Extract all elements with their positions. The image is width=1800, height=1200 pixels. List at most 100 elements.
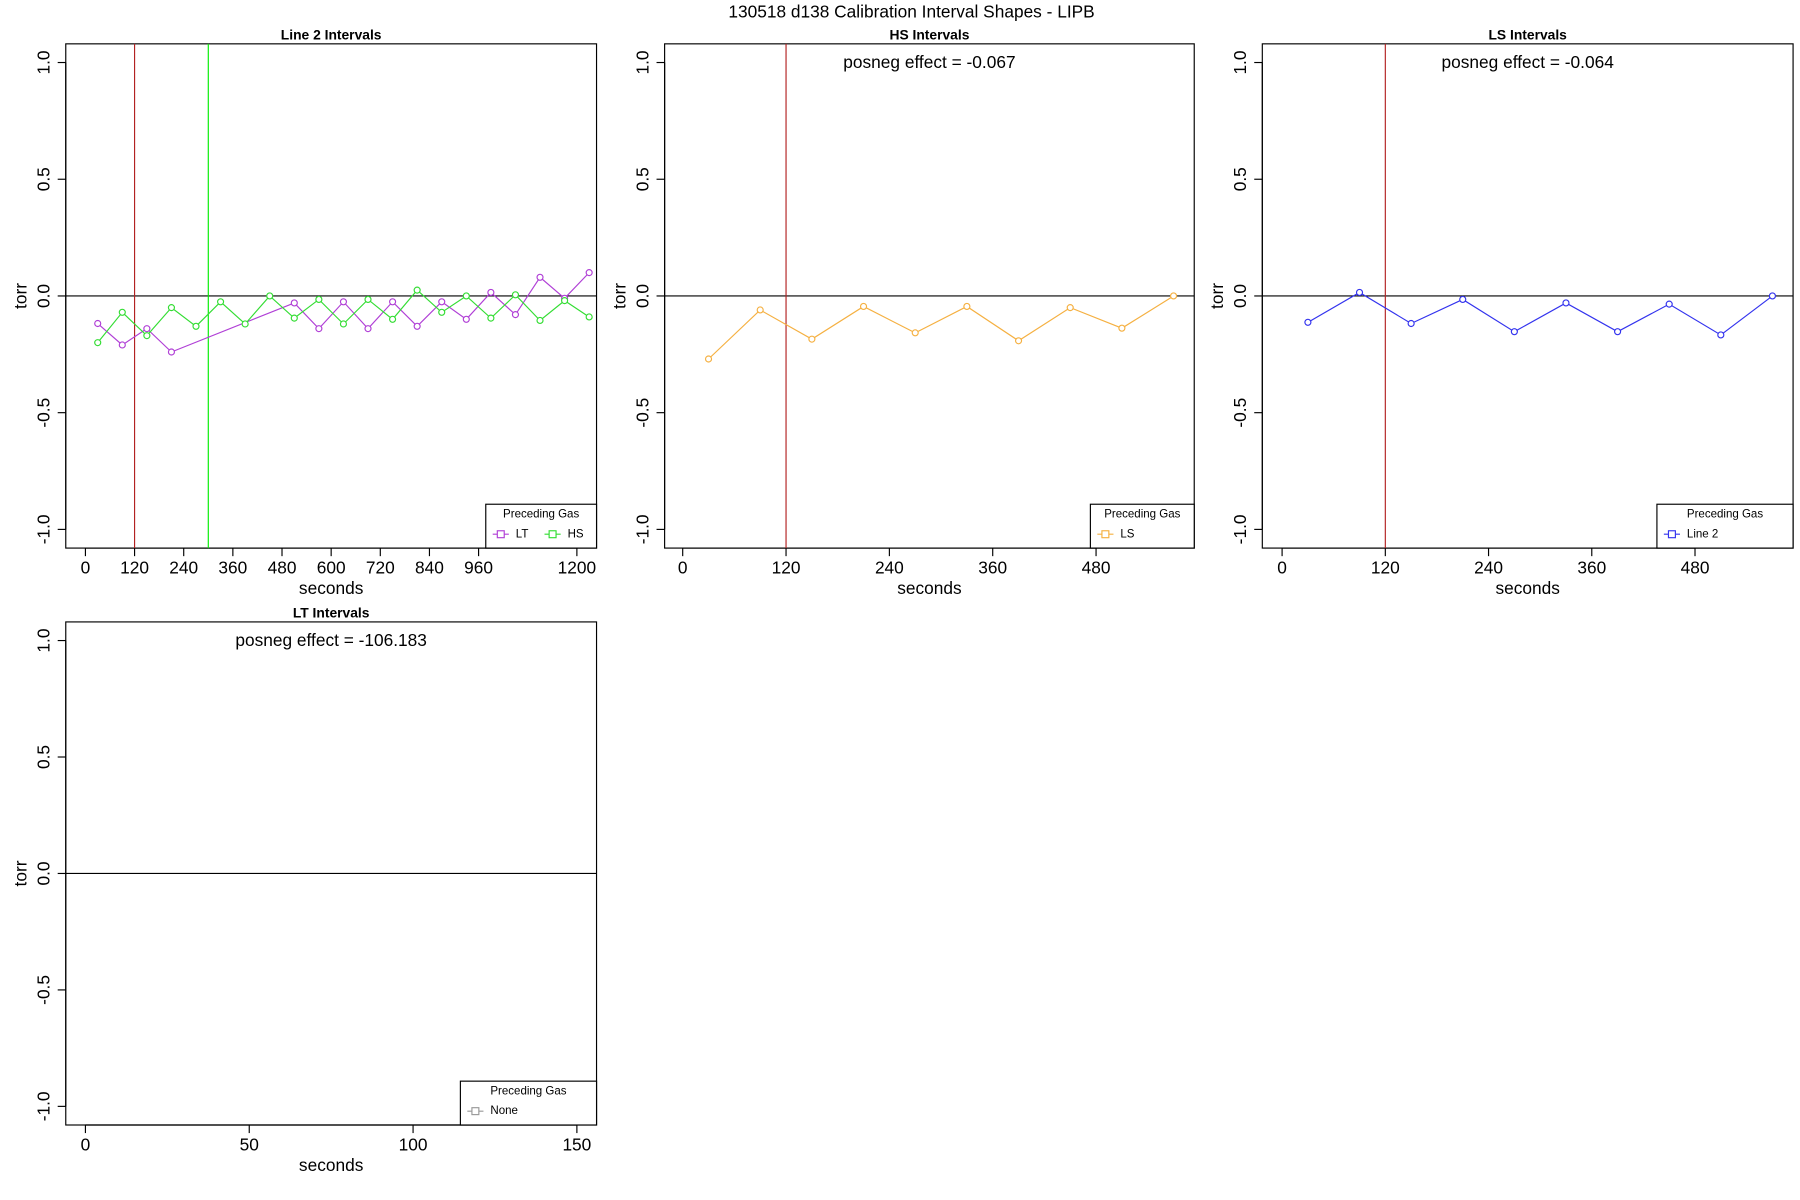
legend-frame	[459, 1080, 598, 1126]
y-tick-label: 0.0	[34, 284, 54, 308]
y-tick-label: 1.0	[34, 50, 54, 74]
legend-title: Preceding Gas	[490, 1086, 566, 1098]
data-point	[216, 298, 225, 306]
data-point	[536, 273, 544, 281]
data-point	[167, 348, 176, 356]
data-point	[290, 314, 298, 322]
data-point	[339, 298, 348, 306]
y-tick-label: -0.5	[632, 398, 652, 428]
legend-label: Line 2	[1687, 528, 1718, 540]
legend-title: Preceding Gas	[1104, 509, 1180, 521]
data-point	[511, 291, 520, 299]
legend-frame	[1089, 503, 1195, 549]
legend-frame	[1656, 503, 1794, 549]
series-line	[708, 295, 1174, 360]
x-tick-label: 480	[1082, 557, 1111, 577]
x-tick-label: 240	[875, 557, 904, 577]
data-point	[389, 315, 397, 323]
y-tick-label: 1.0	[1230, 50, 1250, 74]
x-tick-label: 600	[317, 557, 346, 577]
data-point	[118, 308, 126, 316]
y-axis-label: torr	[609, 283, 629, 309]
x-tick-label: 360	[978, 557, 1007, 577]
data-point	[487, 288, 495, 297]
x-axis-label: seconds	[1495, 578, 1560, 598]
data-point	[808, 335, 816, 343]
x-tick-label: 120	[120, 557, 149, 577]
data-point	[1562, 299, 1570, 307]
y-tick-label: -1.0	[632, 514, 652, 544]
data-point	[389, 298, 397, 306]
legend-label: HS	[568, 528, 584, 540]
data-point	[511, 311, 520, 319]
data-point	[339, 320, 348, 328]
x-tick-label: 240	[169, 557, 198, 577]
data-point	[438, 298, 446, 306]
x-tick-label: 480	[1681, 557, 1710, 577]
y-tick-label: 1.0	[632, 50, 652, 74]
data-point	[94, 319, 102, 328]
data-point	[911, 329, 919, 337]
x-tick-label: 100	[399, 1134, 428, 1154]
data-point	[241, 320, 249, 328]
x-tick-label: 120	[1371, 557, 1400, 577]
x-tick-label: 0	[678, 557, 688, 577]
data-point	[859, 302, 868, 311]
legend-frame	[485, 503, 598, 549]
y-tick-label: 0.5	[1230, 167, 1250, 191]
y-tick-label: -1.0	[34, 514, 54, 544]
x-tick-label: 1200	[558, 557, 596, 577]
data-point	[1768, 292, 1777, 300]
data-point	[704, 355, 713, 363]
data-point	[438, 308, 446, 316]
data-point	[1169, 292, 1178, 300]
data-point	[266, 292, 274, 300]
y-tick-label: 0.0	[632, 284, 652, 308]
x-tick-label: 360	[218, 557, 247, 577]
data-point	[94, 339, 102, 347]
data-point	[462, 315, 470, 323]
y-tick-label: 1.0	[34, 629, 54, 653]
y-tick-label: 0.0	[34, 861, 54, 885]
y-axis-label: torr	[10, 283, 30, 309]
data-point	[1510, 328, 1518, 336]
data-point	[1118, 324, 1126, 332]
data-point	[364, 295, 372, 304]
data-point	[143, 332, 151, 340]
data-point	[561, 297, 569, 305]
y-tick-label: 0.5	[34, 745, 54, 769]
x-tick-label: 840	[415, 557, 444, 577]
chart-title: LS Intervals	[1488, 26, 1567, 42]
y-tick-label: -1.0	[34, 1091, 54, 1121]
data-point	[315, 325, 323, 333]
y-axis-label: torr	[10, 860, 30, 886]
legend-swatch	[1667, 530, 1676, 539]
x-tick-label: 120	[772, 557, 801, 577]
series-line	[1307, 291, 1773, 336]
data-point	[585, 269, 593, 277]
data-point	[1614, 328, 1622, 336]
legend-label: LS	[1120, 528, 1134, 540]
figure-title: 130518 d138 Calibration Interval Shapes …	[728, 1, 1094, 21]
data-point	[315, 295, 323, 304]
x-tick-label: 150	[562, 1134, 591, 1154]
data-point	[1459, 295, 1467, 304]
data-point	[487, 314, 495, 322]
data-point	[1014, 337, 1023, 345]
legend-label: LT	[516, 528, 529, 540]
y-tick-label: -0.5	[34, 975, 54, 1005]
data-point	[192, 322, 200, 330]
data-point	[1665, 300, 1673, 308]
x-tick-label: 480	[268, 557, 297, 577]
y-tick-label: -0.5	[34, 398, 54, 428]
y-axis-label: torr	[1207, 283, 1227, 309]
x-tick-label: 0	[1277, 557, 1287, 577]
x-axis-label: seconds	[299, 1155, 364, 1175]
x-tick-label: 0	[81, 557, 91, 577]
x-tick-label: 240	[1474, 557, 1503, 577]
annotation: posneg effect = -0.067	[843, 52, 1015, 72]
chart-title: LT Intervals	[293, 605, 370, 621]
data-point	[756, 306, 764, 314]
data-point	[1717, 331, 1725, 339]
